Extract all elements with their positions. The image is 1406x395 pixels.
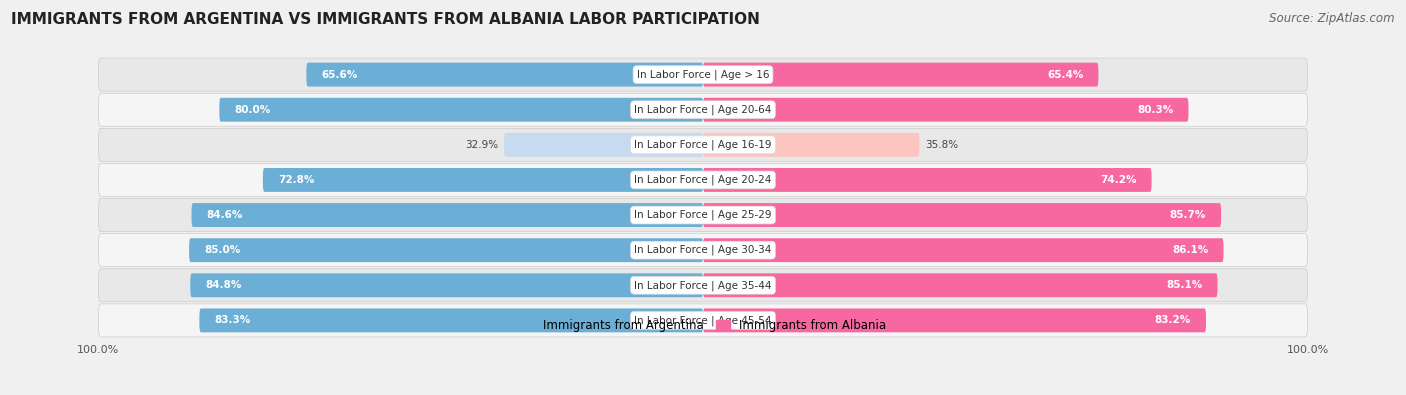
Text: In Labor Force | Age 30-34: In Labor Force | Age 30-34 [634, 245, 772, 256]
Text: 80.3%: 80.3% [1137, 105, 1174, 115]
Text: 35.8%: 35.8% [925, 140, 959, 150]
Text: 84.6%: 84.6% [207, 210, 243, 220]
Text: 86.1%: 86.1% [1173, 245, 1208, 255]
FancyBboxPatch shape [98, 269, 1308, 302]
FancyBboxPatch shape [703, 98, 1188, 122]
FancyBboxPatch shape [505, 133, 703, 157]
Text: In Labor Force | Age 45-54: In Labor Force | Age 45-54 [634, 315, 772, 325]
Text: Source: ZipAtlas.com: Source: ZipAtlas.com [1270, 12, 1395, 25]
Text: In Labor Force | Age > 16: In Labor Force | Age > 16 [637, 70, 769, 80]
FancyBboxPatch shape [703, 63, 1098, 87]
Text: 83.3%: 83.3% [215, 315, 250, 325]
Text: IMMIGRANTS FROM ARGENTINA VS IMMIGRANTS FROM ALBANIA LABOR PARTICIPATION: IMMIGRANTS FROM ARGENTINA VS IMMIGRANTS … [11, 12, 761, 27]
FancyBboxPatch shape [703, 168, 1152, 192]
Text: In Labor Force | Age 20-64: In Labor Force | Age 20-64 [634, 104, 772, 115]
Text: 83.2%: 83.2% [1154, 315, 1191, 325]
Text: 65.4%: 65.4% [1047, 70, 1083, 80]
Text: In Labor Force | Age 16-19: In Labor Force | Age 16-19 [634, 139, 772, 150]
FancyBboxPatch shape [703, 133, 920, 157]
Legend: Immigrants from Argentina, Immigrants from Albania: Immigrants from Argentina, Immigrants fr… [515, 314, 891, 337]
Text: 84.8%: 84.8% [205, 280, 242, 290]
Text: 72.8%: 72.8% [278, 175, 315, 185]
Text: In Labor Force | Age 35-44: In Labor Force | Age 35-44 [634, 280, 772, 291]
Text: 85.0%: 85.0% [204, 245, 240, 255]
FancyBboxPatch shape [98, 93, 1308, 126]
FancyBboxPatch shape [219, 98, 703, 122]
Text: In Labor Force | Age 25-29: In Labor Force | Age 25-29 [634, 210, 772, 220]
FancyBboxPatch shape [98, 199, 1308, 231]
FancyBboxPatch shape [190, 273, 703, 297]
Text: 85.1%: 85.1% [1166, 280, 1202, 290]
FancyBboxPatch shape [191, 203, 703, 227]
Text: 32.9%: 32.9% [465, 140, 498, 150]
FancyBboxPatch shape [98, 58, 1308, 91]
FancyBboxPatch shape [98, 164, 1308, 196]
FancyBboxPatch shape [98, 234, 1308, 267]
FancyBboxPatch shape [703, 238, 1223, 262]
FancyBboxPatch shape [200, 308, 703, 332]
Text: 74.2%: 74.2% [1099, 175, 1136, 185]
FancyBboxPatch shape [703, 273, 1218, 297]
FancyBboxPatch shape [263, 168, 703, 192]
FancyBboxPatch shape [188, 238, 703, 262]
FancyBboxPatch shape [98, 304, 1308, 337]
FancyBboxPatch shape [98, 128, 1308, 161]
Text: 65.6%: 65.6% [322, 70, 357, 80]
Text: In Labor Force | Age 20-24: In Labor Force | Age 20-24 [634, 175, 772, 185]
FancyBboxPatch shape [703, 308, 1206, 332]
FancyBboxPatch shape [703, 203, 1222, 227]
Text: 80.0%: 80.0% [235, 105, 271, 115]
FancyBboxPatch shape [307, 63, 703, 87]
Text: 85.7%: 85.7% [1170, 210, 1206, 220]
